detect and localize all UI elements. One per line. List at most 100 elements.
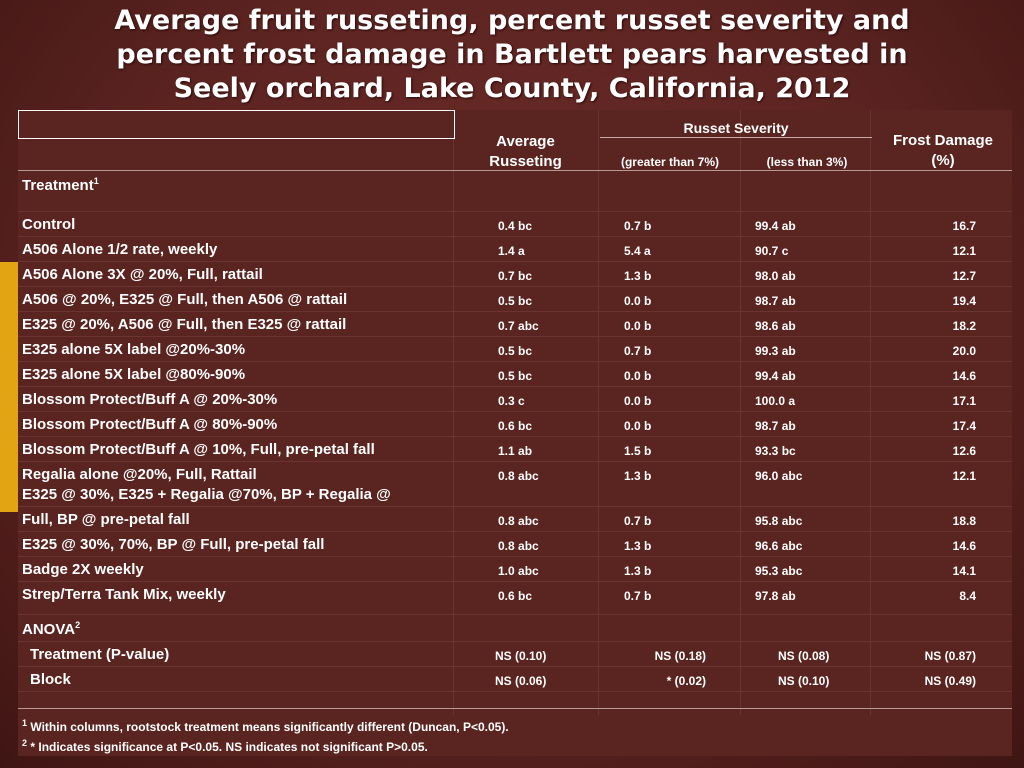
anova-gt-cell: NS (0.18) — [654, 649, 706, 663]
treatment-label: Badge 2X weekly — [22, 561, 144, 578]
frost-damage-cell: 17.1 — [952, 394, 976, 408]
row-separator — [18, 531, 1012, 532]
frost-damage-cell: 12.1 — [952, 469, 976, 483]
treatment-label: Control — [22, 216, 76, 233]
treatment-label: Full, BP @ pre-petal fall — [22, 511, 190, 528]
severity-lt-cell: 97.8 ab — [755, 589, 796, 603]
column-divider — [453, 110, 454, 715]
treatment-label: A506 Alone 1/2 rate, weekly — [22, 241, 218, 258]
severity-gt-cell: 0.7 b — [624, 344, 652, 358]
severity-gt-cell: 0.7 b — [624, 514, 652, 528]
frost-damage-cell: 18.8 — [952, 514, 976, 528]
row-separator — [18, 311, 1012, 312]
frost-damage-cell: 17.4 — [952, 419, 976, 433]
column-divider — [870, 110, 871, 715]
avg-russeting-cell: 0.7 abc — [498, 319, 539, 333]
treatment-label: E325 alone 5X label @20%-30% — [22, 341, 246, 358]
row-separator — [18, 461, 1012, 462]
severity-gt-cell: 0.0 b — [624, 369, 652, 383]
treatment-label: A506 @ 20%, E325 @ Full, then A506 @ rat… — [22, 291, 348, 308]
avg-russeting-cell: 1.4 a — [498, 244, 525, 258]
frost-damage-header: Frost Damage (%) — [892, 132, 994, 169]
treatment-label: E325 alone 5X label @80%-90% — [22, 366, 246, 383]
frost-damage-cell: 12.1 — [952, 244, 976, 258]
anova-frost-cell: NS (0.49) — [924, 674, 976, 688]
severity-gt-cell: 1.3 b — [624, 269, 652, 283]
severity-lt-cell: 98.6 ab — [755, 319, 796, 333]
treatment-label: E325 @ 20%, A506 @ Full, then E325 @ rat… — [22, 316, 347, 333]
treatment-label: E325 @ 30%, 70%, BP @ Full, pre-petal fa… — [22, 536, 325, 553]
row-separator — [18, 556, 1012, 557]
anova-avg-cell: NS (0.06) — [495, 674, 547, 688]
severity-gt-cell: 1.3 b — [624, 564, 652, 578]
frost-damage-cell: 16.7 — [952, 219, 976, 233]
frost-damage-cell: 18.2 — [952, 319, 976, 333]
severity-lt-cell: 98.7 ab — [755, 419, 796, 433]
avg-russeting-cell: 0.7 bc — [498, 269, 533, 283]
anova-lt-cell: NS (0.10) — [778, 674, 830, 688]
title-line-2: percent frost damage in Bartlett pears h… — [116, 39, 908, 70]
avg-russeting-cell: 0.8 abc — [498, 469, 539, 483]
footnote-divider — [18, 708, 1012, 709]
severity-gt-cell: 5.4 a — [624, 244, 651, 258]
row-separator — [18, 286, 1012, 287]
frost-damage-cell: 8.4 — [959, 589, 976, 603]
severity-lt-cell: 95.3 abc — [755, 564, 803, 578]
frost-damage-cell: 12.7 — [952, 269, 976, 283]
row-separator — [18, 691, 1012, 692]
frost-damage-cell: 14.6 — [952, 369, 976, 383]
russet-severity-underline — [600, 137, 872, 138]
title-line-3: Seely orchard, Lake County, California, … — [173, 73, 851, 104]
treatment-label: Blossom Protect/Buff A @ 20%-30% — [22, 391, 278, 408]
anova-gt-cell: * (0.02) — [666, 674, 706, 688]
frost-damage-cell: 20.0 — [952, 344, 976, 358]
severity-lt-cell: 93.3 bc — [755, 444, 796, 458]
avg-russeting-cell: 1.0 abc — [498, 564, 539, 578]
footnote-2: 2 * Indicates significance at P<0.05. NS… — [22, 738, 428, 755]
accent-bar — [0, 262, 18, 512]
avg-russeting-cell: 0.3 c — [498, 394, 525, 408]
row-separator — [18, 581, 1012, 582]
row-separator — [18, 386, 1012, 387]
anova-label: ANOVA2 — [22, 620, 81, 639]
severity-gt-cell: 1.3 b — [624, 539, 652, 553]
footnote-1: 1 Within columns, rootstock treatment me… — [22, 718, 509, 735]
greater-than-header: (greater than 7%) — [620, 155, 720, 169]
severity-gt-cell: 0.0 b — [624, 319, 652, 333]
column-divider — [740, 110, 741, 715]
treatment-label: Blossom Protect/Buff A @ 80%-90% — [22, 416, 278, 433]
column-divider — [598, 110, 599, 715]
frost-damage-cell: 12.6 — [952, 444, 976, 458]
severity-lt-cell: 100.0 a — [755, 394, 796, 408]
severity-lt-cell: 95.8 abc — [755, 514, 803, 528]
less-than-header: (less than 3%) — [766, 155, 848, 169]
row-separator — [18, 411, 1012, 412]
avg-russeting-cell: 0.8 abc — [498, 539, 539, 553]
severity-lt-cell: 96.6 abc — [755, 539, 803, 553]
severity-gt-cell: 0.7 b — [624, 589, 652, 603]
anova-avg-cell: NS (0.10) — [495, 649, 547, 663]
anova-frost-cell: NS (0.87) — [924, 649, 976, 663]
frost-damage-cell: 14.1 — [952, 564, 976, 578]
row-separator — [18, 261, 1012, 262]
anova-label-cell: Treatment (P-value) — [30, 646, 170, 663]
treatment-label: Blossom Protect/Buff A @ 10%, Full, pre-… — [22, 441, 375, 458]
severity-gt-cell: 0.7 b — [624, 219, 652, 233]
severity-gt-cell: 0.0 b — [624, 294, 652, 308]
title-line-1: Average fruit russeting, percent russet … — [114, 5, 910, 36]
treatment-label: E325 @ 30%, E325 + Regalia @70%, BP + Re… — [22, 486, 391, 503]
severity-lt-cell: 98.0 ab — [755, 269, 796, 283]
results-table: Average Russeting Russet Severity (great… — [18, 110, 1012, 756]
header-blank-box — [18, 110, 455, 139]
row-separator — [18, 236, 1012, 237]
treatment-label: Regalia alone @20%, Full, Rattail — [22, 466, 257, 483]
row-separator — [18, 666, 1012, 667]
avg-russeting-cell: 0.5 bc — [498, 344, 533, 358]
anova-label-cell: Block — [30, 671, 71, 688]
row-separator — [18, 211, 1012, 212]
avg-russeting-cell: 0.6 bc — [498, 589, 533, 603]
treatment-label: A506 Alone 3X @ 20%, Full, rattail — [22, 266, 263, 283]
severity-gt-cell: 0.0 b — [624, 394, 652, 408]
severity-lt-cell: 96.0 abc — [755, 469, 803, 483]
frost-damage-cell: 19.4 — [952, 294, 976, 308]
